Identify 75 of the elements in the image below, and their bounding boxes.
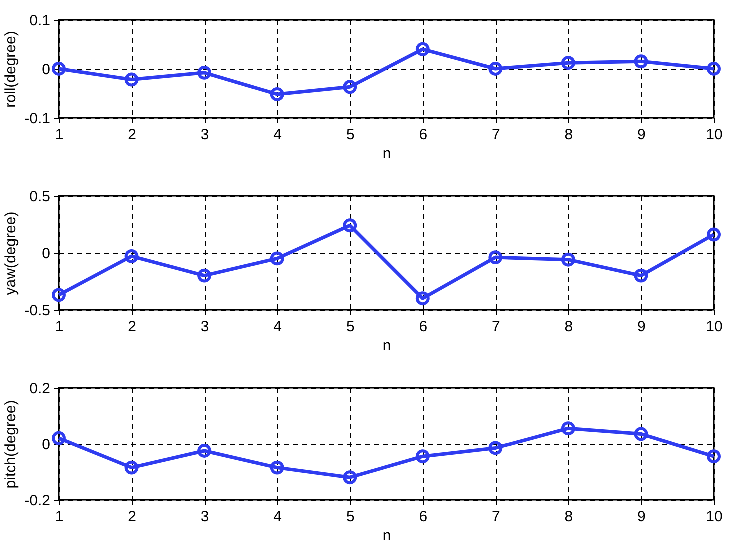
y-tick-label: -0.5: [24, 302, 50, 320]
x-tick-label: 9: [638, 126, 646, 144]
point: [343, 80, 358, 94]
point: [416, 292, 430, 306]
x-tick-label: 2: [128, 318, 136, 336]
x-tick-label: 9: [638, 318, 646, 336]
y-tick-label: 0: [42, 246, 50, 262]
x-tick-label: 10: [706, 508, 723, 526]
x-tick-label: 4: [274, 318, 282, 336]
x-tick-label: 3: [200, 508, 210, 526]
point: [561, 422, 576, 436]
x-tick-label: 5: [346, 508, 355, 526]
x-tick-label: 4: [274, 508, 282, 526]
x-axis-title: n: [382, 528, 392, 544]
point: [270, 460, 284, 475]
point: [198, 268, 212, 283]
y-axis-title: yaw(degree): [2, 212, 20, 296]
x-tick-label: 6: [419, 318, 428, 336]
point: [198, 444, 212, 458]
x-tick-label: 8: [564, 126, 574, 144]
x-tick-label: 8: [564, 318, 574, 336]
y-tick-label: 0: [42, 62, 50, 78]
x-tick-label: 8: [564, 508, 574, 526]
point: [124, 72, 139, 87]
x-tick-label: 9: [638, 508, 646, 526]
point: [198, 66, 212, 80]
x-axis-title: n: [382, 338, 392, 354]
y-tick-label: -0.1: [24, 110, 50, 128]
x-tick-label: 7: [492, 126, 500, 144]
point: [634, 54, 648, 69]
y-tick-label: -0.2: [24, 492, 50, 510]
point: [124, 460, 139, 475]
x-tick-label: 2: [128, 508, 136, 526]
point: [561, 252, 576, 267]
x-tick-label: 10: [706, 126, 723, 144]
y-tick-label: 0.2: [30, 380, 50, 398]
point: [634, 427, 648, 442]
y-tick-label: 0: [42, 436, 50, 454]
point: [124, 249, 139, 264]
x-tick-label: 1: [55, 508, 64, 526]
y-tick-label: 0.1: [30, 12, 50, 30]
point: [488, 250, 503, 265]
point: [270, 252, 284, 266]
point: [343, 470, 358, 485]
point: [488, 441, 503, 456]
point: [561, 56, 576, 70]
point: [634, 268, 648, 283]
x-axis-title: n: [382, 146, 392, 162]
y-axis-title: roll(degree): [2, 31, 20, 108]
x-tick-label: 6: [419, 126, 428, 144]
x-tick-label: 1: [55, 318, 64, 336]
point: [270, 88, 284, 102]
point: [416, 42, 430, 56]
x-tick-label: 5: [346, 318, 355, 336]
x-tick-label: 1: [55, 126, 64, 144]
x-tick-label: 4: [274, 126, 282, 144]
point: [343, 218, 358, 233]
x-tick-label: 6: [419, 508, 428, 526]
x-tick-label: 3: [200, 126, 210, 144]
x-tick-label: 10: [706, 318, 723, 336]
x-tick-label: 3: [200, 318, 210, 336]
y-tick-label: 0.5: [30, 188, 50, 206]
x-tick-label: 2: [128, 126, 136, 144]
x-tick-label: 5: [346, 126, 355, 144]
point: [52, 431, 66, 446]
point: [707, 62, 721, 76]
point: [707, 450, 721, 464]
x-tick-label: 7: [492, 508, 500, 526]
point: [52, 62, 66, 76]
point: [707, 228, 721, 242]
point: [488, 62, 503, 76]
x-tick-label: 7: [492, 318, 500, 336]
point: [52, 288, 66, 302]
point: [416, 450, 430, 464]
y-axis-title: pitch(degree): [2, 400, 20, 489]
